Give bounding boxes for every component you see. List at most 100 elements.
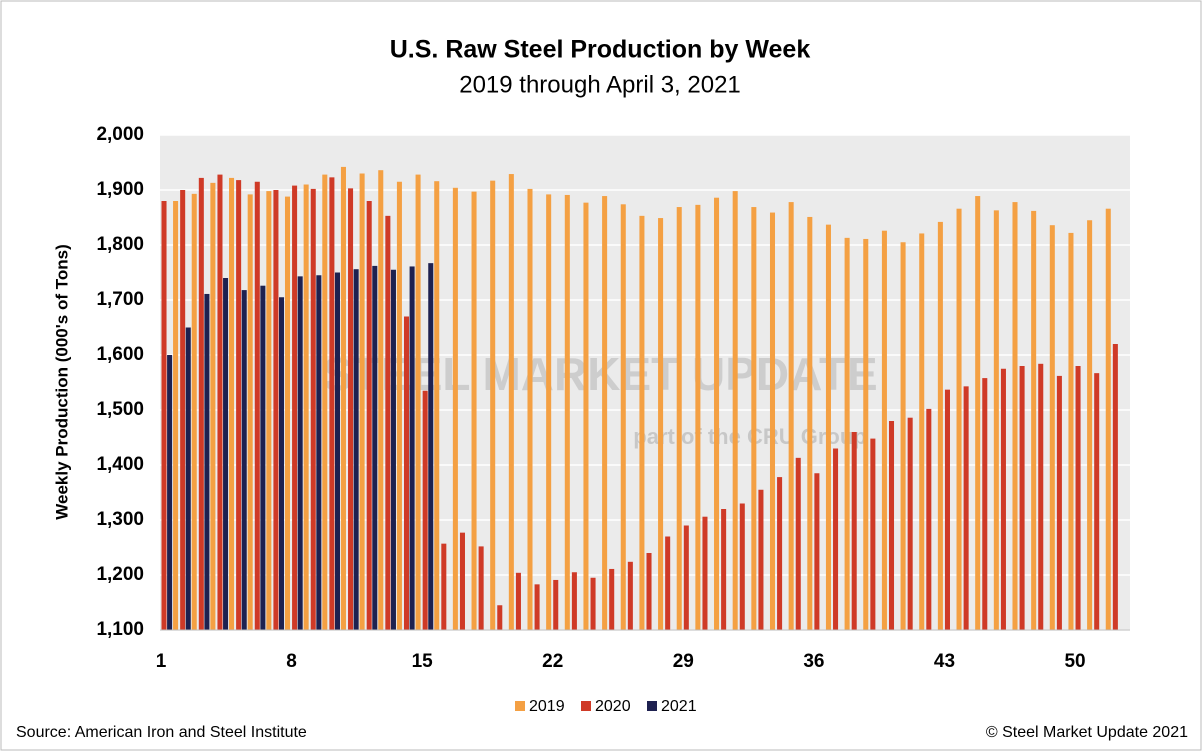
chart-title: U.S. Raw Steel Production by Week <box>390 36 811 64</box>
y-tick-label: 2,000 <box>96 124 144 145</box>
bar <box>217 174 223 630</box>
bar <box>695 204 701 630</box>
bar <box>982 378 988 630</box>
bar <box>851 432 857 630</box>
x-tick-label: 15 <box>412 651 434 672</box>
bar <box>471 191 477 630</box>
bar <box>279 297 285 630</box>
bar <box>273 190 279 630</box>
watermark: STEEL MARKET UPDATE <box>322 348 877 400</box>
bar <box>870 438 876 630</box>
chart-subtitle: 2019 through April 3, 2021 <box>459 71 741 98</box>
bar <box>807 216 813 630</box>
bar <box>340 166 346 630</box>
bar <box>721 509 727 630</box>
bar <box>260 285 266 630</box>
bar <box>236 180 242 630</box>
bar <box>639 215 645 630</box>
bar <box>310 188 316 630</box>
bar <box>769 212 776 631</box>
bar <box>602 196 608 631</box>
bar <box>316 275 322 630</box>
bar <box>459 532 465 630</box>
bar <box>441 543 447 630</box>
bar <box>683 525 689 630</box>
bar <box>241 290 247 630</box>
bar <box>322 174 328 630</box>
bar <box>814 473 820 630</box>
bar <box>900 242 906 630</box>
bar <box>751 207 757 631</box>
bar <box>714 197 720 630</box>
bar <box>428 263 434 630</box>
bar <box>665 536 671 630</box>
bar <box>833 448 839 630</box>
bar <box>758 489 764 630</box>
bar <box>975 196 981 631</box>
bar <box>284 196 291 630</box>
bar <box>303 184 309 630</box>
bar <box>422 390 428 630</box>
bar <box>396 181 402 630</box>
bar <box>161 201 167 630</box>
bar <box>329 177 335 630</box>
bar <box>1019 366 1025 630</box>
legend-swatch <box>515 701 525 711</box>
bar <box>334 272 341 630</box>
x-tick-label: 43 <box>934 651 955 672</box>
bar <box>223 278 229 630</box>
bar <box>788 202 794 630</box>
bar <box>1112 344 1118 630</box>
x-tick-label: 50 <box>1064 651 1085 672</box>
bar <box>478 546 484 630</box>
bar <box>963 386 969 630</box>
bar <box>1038 363 1044 630</box>
bar <box>583 202 589 630</box>
bar <box>1056 375 1062 630</box>
bar <box>297 276 303 630</box>
bar <box>266 191 272 630</box>
bar <box>527 188 533 630</box>
bar <box>1012 202 1018 630</box>
bar <box>198 177 204 630</box>
bar <box>1105 208 1111 630</box>
bar <box>1068 232 1074 630</box>
y-tick-label: 1,400 <box>96 454 144 475</box>
source: Source: American Iron and Steel Institut… <box>16 724 307 741</box>
y-tick-label: 1,500 <box>96 399 144 420</box>
bar <box>508 174 514 631</box>
bar <box>620 204 626 631</box>
bar <box>658 218 664 631</box>
bar <box>888 421 895 630</box>
bar <box>1087 220 1093 630</box>
bar <box>919 233 925 630</box>
bar <box>490 180 496 630</box>
bar <box>564 194 570 630</box>
bar <box>415 174 421 630</box>
bar <box>378 170 384 630</box>
bar <box>191 193 197 630</box>
bar <box>292 185 298 630</box>
y-axis-title: Weekly Production (000's of Tons) <box>52 244 71 519</box>
legend-swatch <box>647 701 657 711</box>
bar <box>204 293 210 630</box>
bar <box>409 266 415 630</box>
bar <box>1049 225 1055 630</box>
y-tick-label: 1,900 <box>96 179 144 200</box>
bar <box>571 572 577 630</box>
legend-label: 2021 <box>661 698 697 715</box>
legend-swatch <box>581 701 591 711</box>
bar <box>553 579 559 630</box>
bar <box>926 408 932 630</box>
bar <box>881 230 887 630</box>
bar <box>1094 373 1100 630</box>
bar <box>173 201 179 630</box>
x-tick-label: 1 <box>156 651 167 672</box>
bar <box>180 190 186 630</box>
bar <box>993 210 999 630</box>
bar <box>452 187 458 631</box>
y-tick-label: 1,100 <box>96 619 144 640</box>
bar <box>1075 366 1081 630</box>
bar <box>497 605 503 630</box>
x-tick-label: 36 <box>803 651 824 672</box>
